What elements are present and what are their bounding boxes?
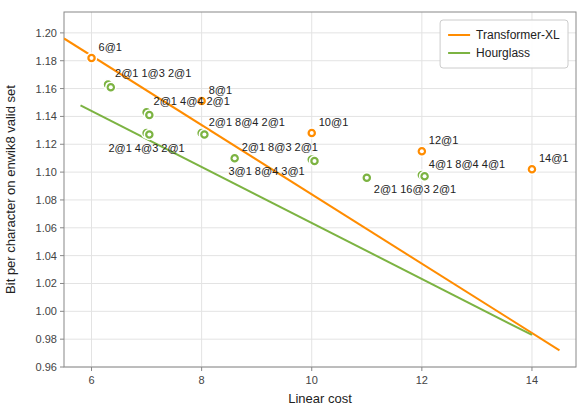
grid-line [201, 12, 202, 367]
tick-label: 1.06 [36, 222, 57, 234]
point-label: 2@1 1@3 2@1 [115, 67, 191, 79]
tick-label: 8 [199, 374, 205, 386]
point-label: 14@1 [539, 152, 569, 164]
point [144, 110, 154, 120]
point [87, 53, 97, 63]
grid [64, 12, 576, 367]
point-label: 2@1 4@4 2@1 [154, 95, 230, 107]
point [527, 164, 537, 174]
marker-hole [420, 149, 424, 153]
tick-label: 0.96 [36, 361, 57, 373]
point [420, 171, 430, 181]
axes: 6 8 10 12 14 0.96 0.98 1.00 1.02 1.04 1.06 1.08 1.10… [36, 12, 576, 386]
tick [60, 339, 64, 340]
tick-label: 1.20 [36, 27, 57, 39]
legend: Transformer-XL Hourglass [440, 20, 568, 68]
marker-hole [233, 156, 237, 160]
point [230, 153, 240, 163]
tick [60, 283, 64, 284]
tick [91, 367, 92, 371]
tick [60, 311, 64, 312]
tick [60, 227, 64, 228]
tick-label: 1.12 [36, 138, 57, 150]
point-label: 10@1 [319, 116, 349, 128]
tick-label: 14 [526, 374, 538, 386]
legend-box [440, 20, 568, 68]
point [144, 130, 154, 140]
grid-line [311, 12, 312, 367]
tick-label: 1.16 [36, 83, 57, 95]
tick-label: 1.02 [36, 277, 57, 289]
point [417, 146, 427, 156]
lines [64, 38, 559, 350]
grid-line [64, 88, 576, 89]
point [362, 173, 372, 183]
point [199, 130, 209, 140]
tick [531, 367, 532, 371]
point [106, 82, 116, 92]
data [64, 38, 559, 350]
y-axis-label: Bit per character on enwik8 valid set [3, 85, 18, 294]
point-label: 2@1 4@3 2@1 [108, 142, 184, 154]
point-label: 2@1 16@3 2@1 [374, 183, 456, 195]
tick-label: 6 [88, 374, 94, 386]
plot-frame [64, 12, 576, 367]
marker-hole [109, 85, 113, 89]
tick [60, 116, 64, 117]
grid-line [64, 339, 576, 340]
marker-hole [312, 159, 316, 163]
tick-label: 1.10 [36, 166, 57, 178]
tick [311, 367, 312, 371]
tick-label: 1.04 [36, 250, 57, 262]
point-label: 12@1 [429, 134, 459, 146]
grid-line [91, 12, 92, 367]
legend-label: Hourglass [476, 46, 530, 60]
tick-label: 1.00 [36, 305, 57, 317]
tick [60, 144, 64, 145]
x-axis-label: Linear cost [288, 391, 352, 406]
tick [201, 367, 202, 371]
point-label: 6@1 [99, 41, 122, 53]
tick-label: 1.18 [36, 55, 57, 67]
grid-line [64, 172, 576, 173]
series-line [64, 38, 559, 350]
tick [60, 32, 64, 33]
tick [60, 199, 64, 200]
tick [60, 172, 64, 173]
tick-label: 0.98 [36, 333, 57, 345]
markers [87, 53, 537, 183]
marker-hole [530, 167, 534, 171]
point-label: 3@1 8@4 3@1 [228, 165, 304, 177]
tick-label: 1.08 [36, 194, 57, 206]
marker-hole [310, 131, 314, 135]
marker-hole [90, 56, 94, 60]
point [307, 128, 317, 138]
grid-line [64, 255, 576, 256]
plot-background [64, 12, 576, 367]
marker-hole [202, 133, 206, 137]
point-label: 2@1 8@3 2@1 [242, 141, 318, 153]
point-label: 2@1 8@4 2@1 [209, 116, 285, 128]
tick-label: 1.14 [36, 110, 57, 122]
point [309, 156, 319, 166]
marker-hole [365, 176, 369, 180]
series-line [81, 105, 532, 335]
tick-label: 10 [306, 374, 318, 386]
marker-hole [423, 174, 427, 178]
tick [60, 367, 64, 368]
tick [60, 60, 64, 61]
chart: 6 8 10 12 14 0.96 0.98 1.00 1.02 1.04 1.06 1.08 1.10… [0, 0, 588, 413]
legend-label: Transformer-XL [476, 28, 560, 42]
tick-label: 12 [416, 374, 428, 386]
marker-hole [147, 133, 151, 137]
marker-hole [147, 113, 151, 117]
legend-swatch [448, 34, 470, 36]
tick [421, 367, 422, 371]
tick [60, 255, 64, 256]
legend-swatch [448, 52, 470, 54]
point-label: 4@1 8@4 4@1 [429, 158, 505, 170]
tick [60, 88, 64, 89]
grid-line [64, 283, 576, 284]
